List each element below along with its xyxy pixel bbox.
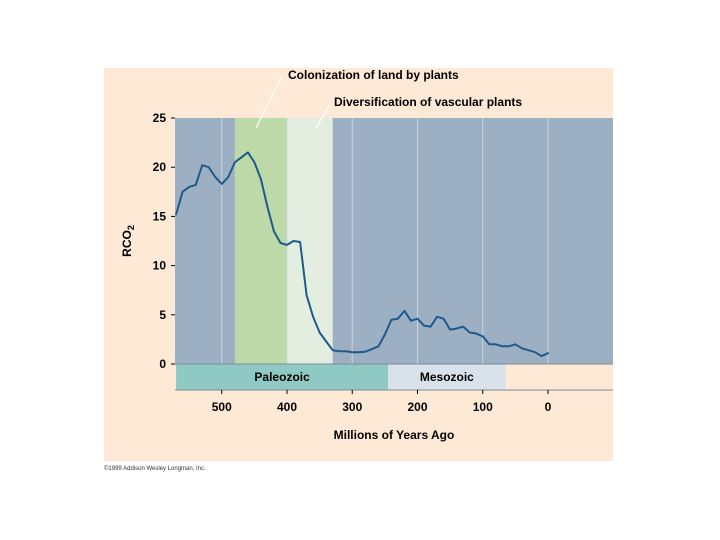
x-tick-label: 200	[407, 400, 427, 414]
era-segment-1	[176, 364, 389, 390]
x-tick-label: 300	[342, 400, 362, 414]
annotation-leader-1	[255, 75, 283, 129]
vertical-grid	[221, 118, 549, 364]
y-tick-label: 20	[153, 160, 167, 174]
rco2-series-line	[175, 151, 549, 358]
annotation-leader-2	[315, 103, 331, 129]
era-label-2: Mesozoic	[420, 370, 474, 384]
x-tick-label: 0	[545, 400, 552, 414]
era-bar: Paleozoic Mesozoic	[175, 363, 613, 391]
y-axis-label: RCO2	[120, 225, 136, 257]
y-tick-label: 0	[159, 357, 166, 371]
copyright-notice: ©1999 Addison Wesley Longman, Inc.	[104, 466, 206, 472]
annotation-label-1: Colonization of land by plants	[288, 68, 459, 82]
annotation-label-2: Diversification of vascular plants	[334, 95, 522, 109]
x-tick-label: 100	[473, 400, 493, 414]
x-tick-label: 500	[212, 400, 232, 414]
x-tick-label: 400	[277, 400, 297, 414]
y-tick-label: 10	[153, 259, 167, 273]
y-tick-label: 5	[159, 308, 166, 322]
y-tick-label: 25	[153, 111, 167, 125]
x-axis-label: Millions of Years Ago	[334, 428, 455, 442]
y-tick-label: 15	[153, 209, 167, 223]
era-segment-2	[388, 364, 506, 390]
y-axis-ticks: 0 5 10 15 20 25	[153, 111, 175, 371]
x-axis-ticks: 500 400 300 200 100 0	[212, 390, 552, 414]
annotations: Colonization of land by plants Diversific…	[255, 68, 522, 129]
era-label-1: Paleozoic	[254, 370, 310, 384]
